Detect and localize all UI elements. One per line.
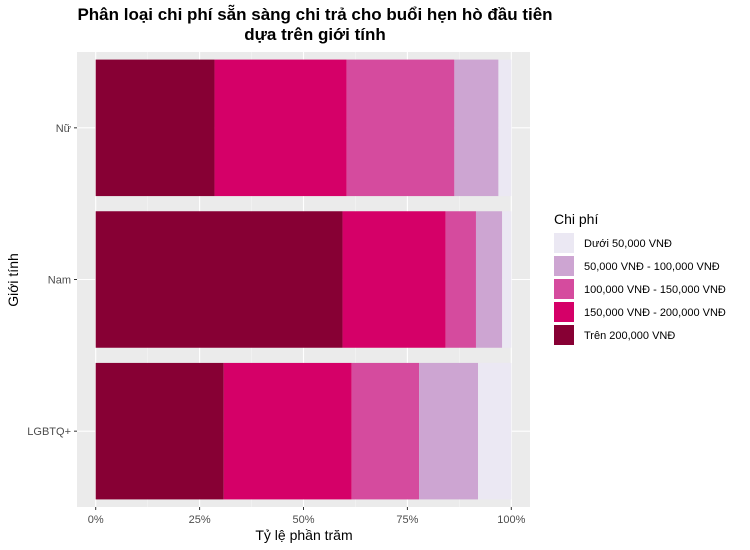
bar-segment: [454, 59, 499, 197]
bar-segment: [445, 211, 476, 348]
legend-title: Chi phí: [554, 211, 598, 227]
x-tick-label: 25%: [189, 514, 211, 526]
legend-swatch: [554, 279, 574, 299]
x-tick-label: 75%: [396, 514, 418, 526]
legend: Chi phí Dưới 50,000 VNĐ 50,000 VNĐ - 100,…: [554, 211, 726, 345]
bar-segment: [351, 362, 420, 500]
legend-swatch: [554, 302, 574, 322]
bar-segment: [419, 362, 479, 500]
bar-segment: [95, 59, 215, 197]
legend-items: Dưới 50,000 VNĐ 50,000 VNĐ - 100,000 VNĐ 1…: [554, 233, 726, 345]
bar-segment: [95, 211, 343, 348]
chart-title: Phân loại chi phí sẵn sàng chi trả cho b…: [77, 4, 552, 24]
y-axis-ticks: Nữ Nam LGBTQ+: [27, 123, 77, 438]
legend-label: Trên 200,000 VNĐ: [584, 330, 675, 342]
x-axis-ticks: 0% 25% 50% 75% 100%: [88, 507, 526, 526]
bars: [95, 59, 512, 500]
legend-swatch: [554, 233, 574, 253]
bar-segment: [498, 59, 512, 197]
legend-swatch: [554, 256, 574, 276]
x-tick-label: 50%: [292, 514, 314, 526]
legend-label: 150,000 VNĐ - 200,000 VNĐ: [584, 307, 726, 319]
y-tick-label: Nam: [48, 275, 71, 287]
x-axis-title: Tỷ lệ phần trăm: [255, 527, 352, 543]
chart-subtitle: dựa trên giới tính: [244, 25, 386, 44]
bar-segment: [346, 59, 455, 197]
y-axis-title: Giới tính: [5, 253, 21, 307]
bar-segment: [214, 59, 347, 197]
y-tick-label: Nữ: [56, 123, 72, 135]
bar-segment: [502, 211, 512, 348]
legend-label: 50,000 VNĐ - 100,000 VNĐ: [584, 261, 720, 273]
x-tick-label: 100%: [497, 514, 525, 526]
bar-segment: [475, 211, 503, 348]
bar-segment: [342, 211, 446, 348]
legend-swatch: [554, 325, 574, 345]
legend-label: Dưới 50,000 VNĐ: [584, 238, 672, 250]
y-tick-label: LGBTQ+: [27, 426, 71, 438]
bar-segment: [223, 362, 352, 500]
legend-label: 100,000 VNĐ - 150,000 VNĐ: [584, 284, 726, 296]
x-tick-label: 0%: [88, 514, 104, 526]
bar-segment: [95, 362, 224, 500]
bar-segment: [478, 362, 512, 500]
